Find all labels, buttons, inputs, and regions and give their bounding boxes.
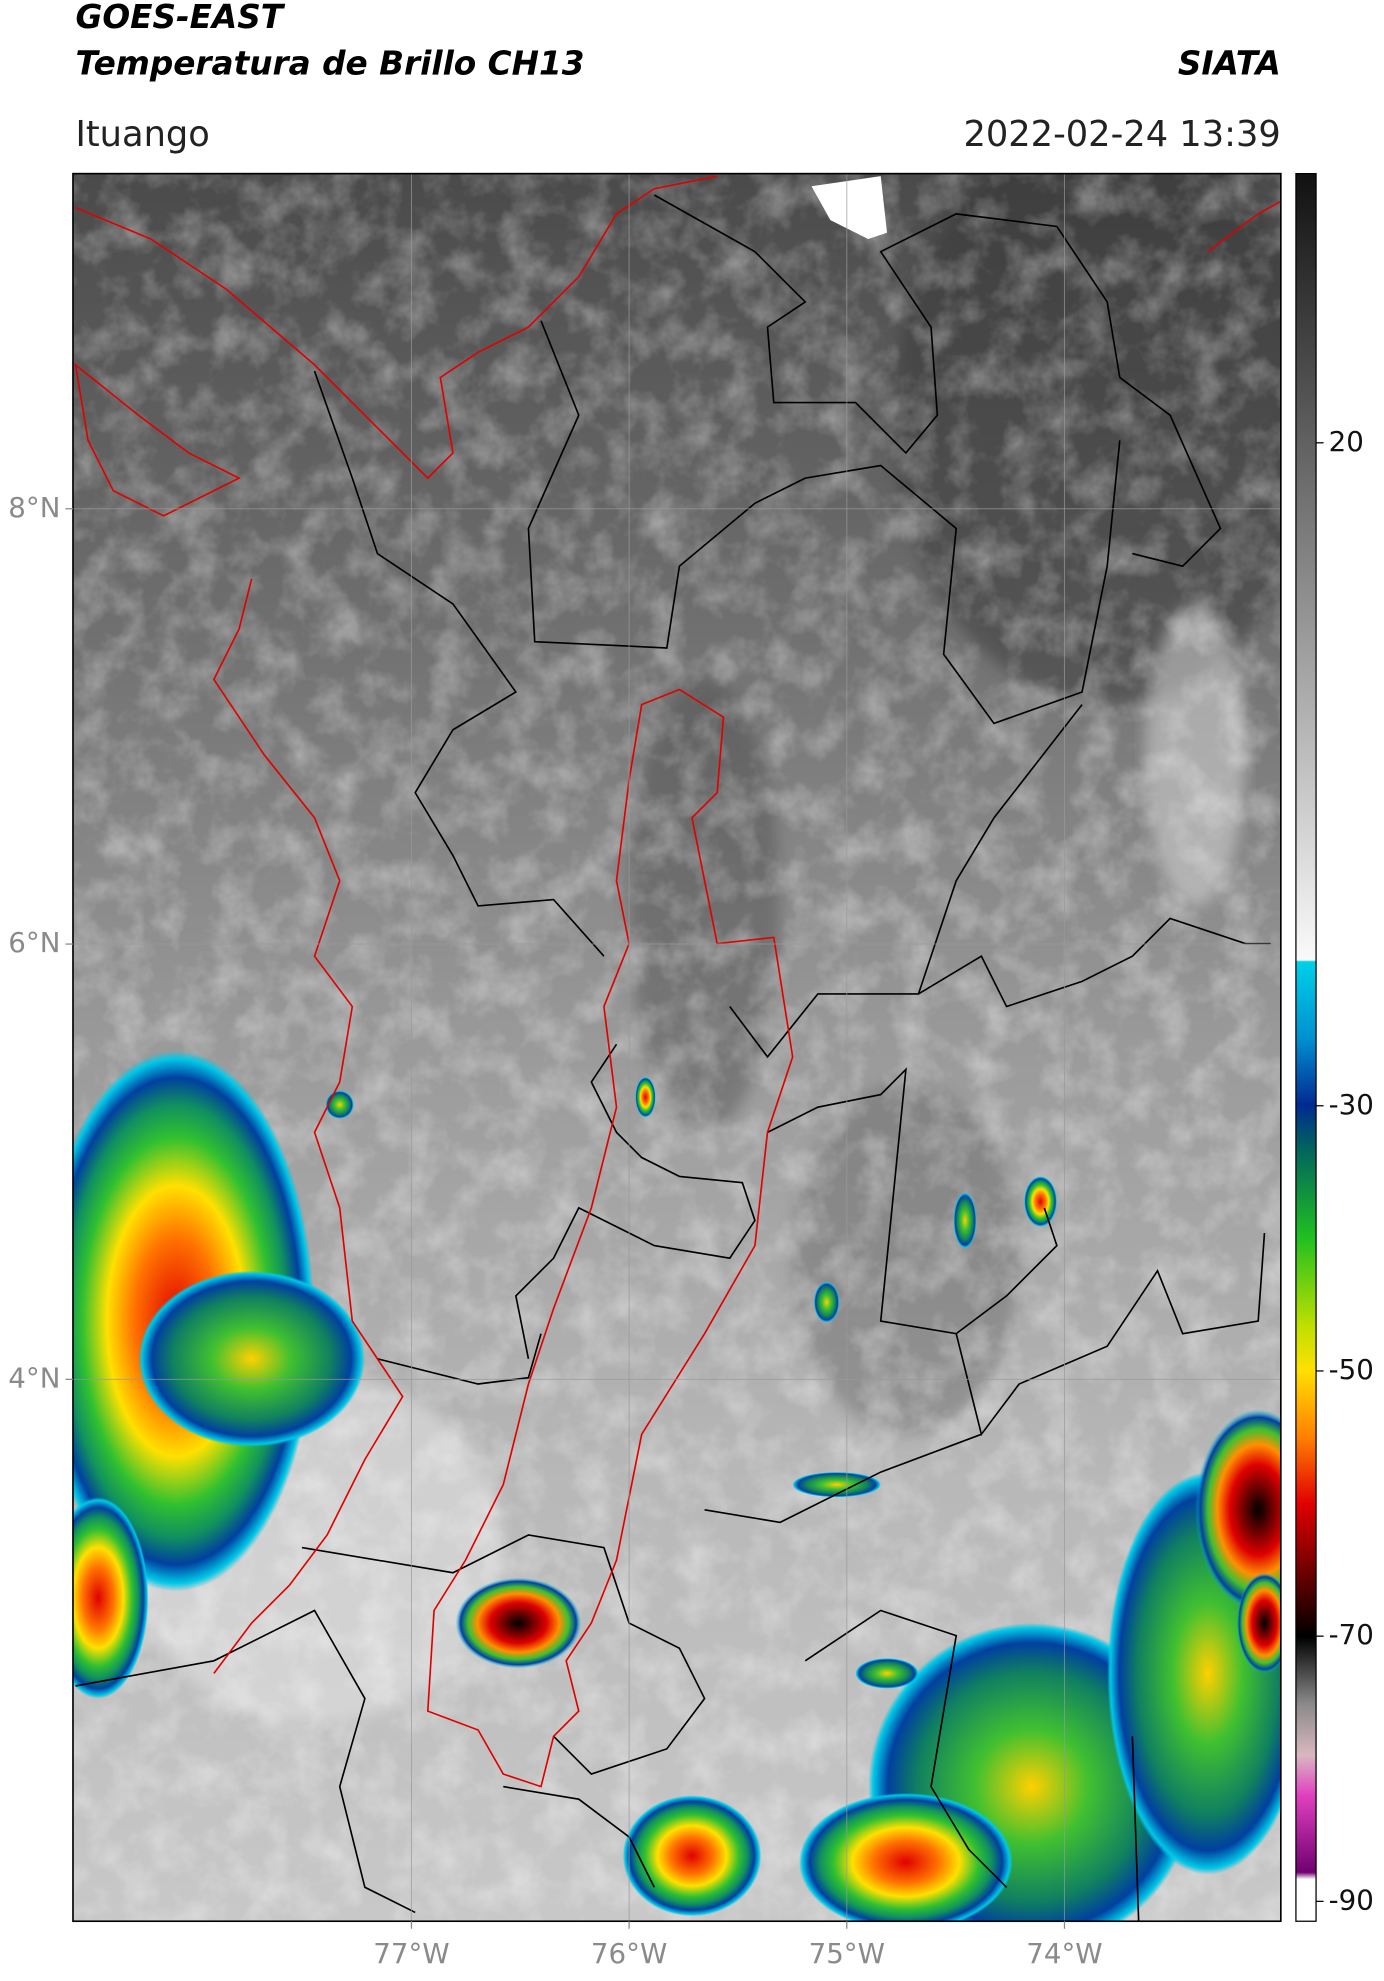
red-borders: [74, 175, 1281, 1788]
colorbar-tick-label: -30: [1329, 1088, 1374, 1121]
colorbar-tick-label: -90: [1329, 1883, 1374, 1916]
x-tick-label: 75°W: [809, 1937, 885, 1970]
department-borders: [75, 194, 1271, 1922]
brand: SIATA: [1178, 44, 1281, 82]
datetime: 2022-02-24 13:39: [963, 114, 1280, 155]
graticule: [72, 173, 1281, 1922]
axes: 77°W 76°W 75°W 74°W 8°N 6°N 4°N 20 -30 -50 -70 -90: [8, 425, 1374, 1970]
satellite-image: [72, 173, 1281, 1922]
x-tick-label: 76°W: [591, 1937, 667, 1970]
map-frame: [72, 172, 1282, 1923]
y-tick-label: 8°N: [8, 491, 60, 524]
location: Ituango: [75, 114, 209, 155]
x-tick-label: 77°W: [373, 1937, 449, 1970]
colorbar-tick-label: -70: [1329, 1618, 1374, 1651]
title: GOES-EAST: [75, 0, 285, 36]
colorbar-tick-label: -50: [1329, 1353, 1374, 1386]
x-tick-label: 74°W: [1026, 1937, 1102, 1970]
y-tick-label: 6°N: [8, 926, 60, 959]
subtitle: Temperatura de Brillo CH13: [75, 44, 584, 82]
colorbar-tick-label: 20: [1329, 425, 1364, 458]
colorbar: [1295, 172, 1317, 1922]
y-tick-label: 4°N: [8, 1361, 60, 1394]
